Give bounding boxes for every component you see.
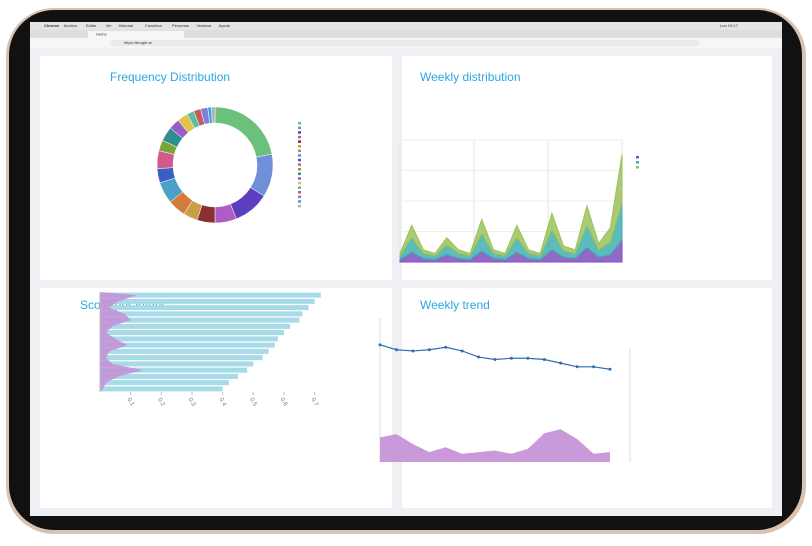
legend-swatch	[636, 166, 639, 169]
panel-title: Frequency Distribution	[110, 70, 230, 84]
bar	[100, 348, 269, 354]
legend-swatch	[298, 158, 301, 162]
point	[559, 361, 563, 365]
legend-swatch	[298, 177, 301, 180]
point	[542, 357, 546, 361]
menu-item: Chrome	[44, 23, 60, 28]
x-tick-label: 0.6	[279, 397, 289, 408]
url[interactable]: https://brught.ai	[124, 40, 152, 45]
point	[378, 343, 382, 347]
bar	[100, 317, 300, 323]
x-tick-label: 0.1	[125, 397, 135, 408]
legend-swatch	[298, 140, 301, 143]
legend-swatch	[636, 161, 639, 164]
panel-title: Weekly distribution	[420, 70, 521, 84]
bar	[100, 323, 291, 329]
bar	[100, 330, 284, 336]
menu-item: Personas	[172, 23, 189, 28]
area	[380, 429, 610, 462]
point	[575, 365, 579, 369]
legend-swatch	[298, 145, 301, 148]
menu-item: Ventana	[196, 23, 211, 28]
point	[444, 345, 448, 349]
point	[493, 357, 497, 361]
point	[394, 348, 398, 352]
bar	[100, 342, 275, 348]
legend-swatch	[298, 163, 301, 166]
menu-item: Favoritos	[145, 23, 161, 28]
legend-swatch	[298, 122, 301, 125]
menu-item: Ayuda	[219, 23, 231, 28]
point	[411, 349, 415, 353]
legend-swatch	[298, 154, 301, 157]
bar	[100, 367, 248, 373]
legend-swatch	[298, 181, 301, 185]
legend-swatch	[636, 156, 639, 159]
bar	[100, 355, 263, 361]
point	[526, 356, 530, 360]
area	[100, 292, 143, 392]
point	[592, 365, 596, 369]
legend-swatch	[298, 149, 301, 153]
bar	[100, 361, 254, 367]
point	[509, 356, 513, 360]
x-tick-label: 0.2	[156, 397, 166, 408]
legend-swatch	[298, 195, 301, 199]
tab-title[interactable]: Home	[96, 32, 107, 37]
panel	[40, 56, 392, 280]
point	[608, 367, 612, 371]
bar	[100, 305, 309, 311]
point	[460, 349, 464, 353]
x-tick-label: 0.5	[248, 397, 258, 408]
menu: Chrome Archivo Editar Ver Historial Favoritos…	[44, 23, 231, 28]
tab[interactable]	[88, 31, 184, 38]
x-tick-label: 0.3	[187, 397, 197, 408]
x-tick-label: 0.4	[217, 397, 227, 408]
menu-item: Historial	[119, 23, 134, 28]
menu-item: Ver	[106, 23, 113, 28]
legend-swatch	[298, 191, 301, 194]
menu-item: Editar	[86, 23, 97, 28]
point	[427, 348, 431, 352]
menu-item: Archivo	[64, 23, 78, 28]
tab-bar	[30, 30, 782, 38]
legend-swatch	[298, 135, 301, 139]
url-field[interactable]	[110, 40, 700, 46]
bar	[100, 386, 223, 392]
bar	[100, 373, 238, 379]
legend-swatch	[298, 126, 301, 130]
bar	[100, 292, 321, 298]
legend-swatch	[298, 168, 301, 171]
donut-segment	[211, 106, 216, 124]
panel-title: Weekly trend	[420, 298, 490, 312]
legend-swatch	[298, 172, 301, 176]
bar	[100, 298, 315, 304]
legend-swatch	[298, 131, 301, 134]
bar	[100, 311, 303, 317]
bar	[100, 336, 278, 342]
legend-swatch	[298, 186, 301, 189]
panel	[402, 288, 772, 508]
clock: Lun 19:17	[720, 23, 739, 28]
legend-swatch	[298, 200, 301, 203]
menu-bar	[30, 22, 782, 30]
x-tick-label: 0.7	[309, 397, 319, 408]
area	[399, 154, 623, 258]
legend-swatch	[298, 204, 301, 208]
bar	[100, 380, 229, 386]
point	[477, 355, 481, 359]
